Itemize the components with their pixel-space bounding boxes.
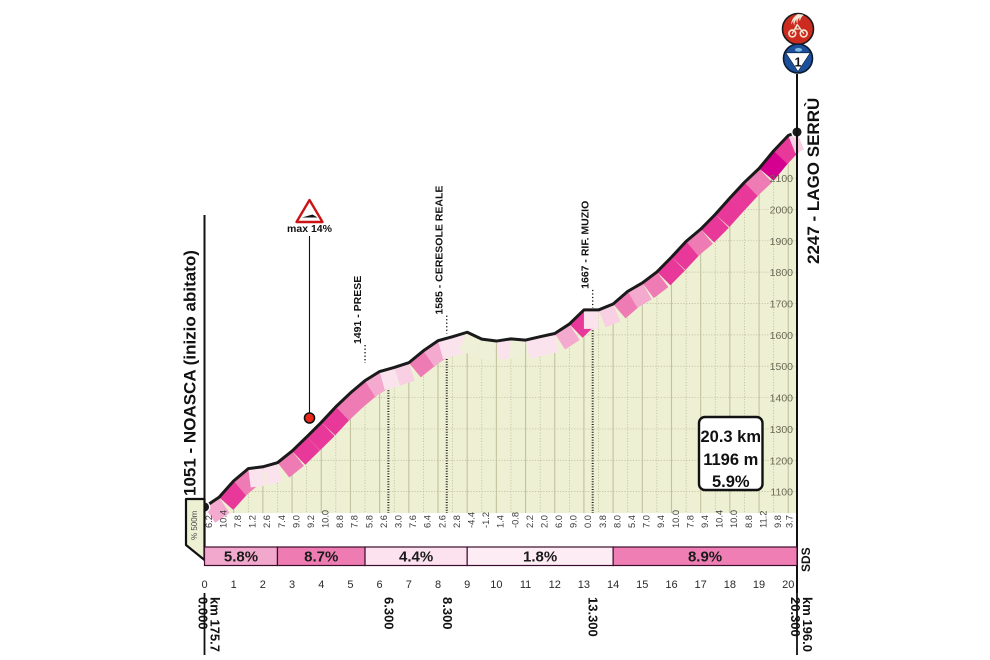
- svg-text:6.300: 6.300: [381, 597, 396, 630]
- svg-text:% 500m: % 500m: [190, 510, 199, 540]
- svg-text:5.8: 5.8: [364, 515, 374, 528]
- svg-text:8.300: 8.300: [440, 597, 455, 630]
- svg-text:km 196.0: km 196.0: [800, 597, 815, 652]
- svg-text:2000: 2000: [770, 204, 794, 216]
- svg-text:1.2: 1.2: [248, 515, 258, 528]
- svg-text:8.9%: 8.9%: [688, 548, 722, 565]
- svg-text:5.4: 5.4: [627, 515, 637, 528]
- svg-text:12: 12: [549, 579, 561, 591]
- svg-text:9.4: 9.4: [700, 515, 710, 528]
- svg-text:10.4: 10.4: [218, 510, 228, 528]
- svg-text:2: 2: [260, 579, 266, 591]
- svg-text:km 175.7: km 175.7: [208, 597, 223, 652]
- svg-text:8.0: 8.0: [612, 515, 622, 528]
- svg-text:7: 7: [406, 579, 412, 591]
- svg-text:7.0: 7.0: [642, 515, 652, 528]
- svg-text:5.8%: 5.8%: [224, 548, 258, 565]
- svg-text:2.0: 2.0: [539, 515, 549, 528]
- svg-text:9.0: 9.0: [291, 515, 301, 528]
- svg-text:13: 13: [578, 579, 590, 591]
- svg-text:1900: 1900: [770, 236, 794, 248]
- svg-text:8.8: 8.8: [335, 515, 345, 528]
- svg-text:-0.8: -0.8: [510, 512, 520, 528]
- svg-text:1.4: 1.4: [496, 515, 506, 528]
- svg-text:2247 - LAGO SERRÙ: 2247 - LAGO SERRÙ: [804, 98, 823, 264]
- svg-text:11.2: 11.2: [758, 511, 768, 528]
- svg-text:-4.4: -4.4: [466, 512, 476, 528]
- svg-text:7.8: 7.8: [685, 515, 695, 528]
- svg-text:16: 16: [665, 579, 677, 591]
- svg-text:1: 1: [795, 56, 802, 70]
- svg-text:SDS: SDS: [799, 547, 813, 572]
- svg-text:4: 4: [318, 579, 324, 591]
- svg-text:1400: 1400: [770, 393, 794, 405]
- svg-text:2.6: 2.6: [379, 515, 389, 528]
- svg-text:1600: 1600: [770, 330, 794, 342]
- svg-text:7.4: 7.4: [277, 515, 287, 528]
- svg-text:14: 14: [607, 579, 619, 591]
- svg-text:17: 17: [695, 579, 707, 591]
- svg-text:10.0: 10.0: [729, 510, 739, 528]
- svg-text:1200: 1200: [770, 455, 794, 467]
- svg-text:9.0: 9.0: [569, 515, 579, 528]
- svg-text:2.6: 2.6: [437, 515, 447, 528]
- svg-text:8: 8: [435, 579, 441, 591]
- svg-text:1196 m: 1196 m: [703, 451, 758, 469]
- svg-text:6.4: 6.4: [423, 515, 433, 528]
- svg-text:1667 - RIF. MUZIO: 1667 - RIF. MUZIO: [580, 201, 592, 289]
- svg-text:3: 3: [289, 579, 295, 591]
- svg-text:10.0: 10.0: [671, 510, 681, 528]
- svg-text:1800: 1800: [770, 267, 794, 279]
- svg-text:3.0: 3.0: [394, 515, 404, 528]
- svg-text:max 14%: max 14%: [287, 223, 333, 235]
- svg-text:1: 1: [231, 579, 237, 591]
- svg-text:6.2: 6.2: [204, 515, 214, 528]
- svg-text:9.4: 9.4: [656, 515, 666, 528]
- svg-text:2.6: 2.6: [262, 515, 272, 528]
- svg-text:7.6: 7.6: [408, 515, 418, 528]
- svg-text:2.2: 2.2: [525, 515, 535, 528]
- svg-text:7.8: 7.8: [233, 515, 243, 528]
- svg-text:20: 20: [782, 579, 794, 591]
- svg-text:5: 5: [347, 579, 353, 591]
- svg-text:1051 - NOASCA (inizio abitato): 1051 - NOASCA (inizio abitato): [181, 250, 200, 496]
- svg-text:1100: 1100: [770, 487, 793, 499]
- svg-text:3.8: 3.8: [598, 515, 608, 528]
- svg-text:6.0: 6.0: [554, 515, 564, 528]
- svg-text:10.4: 10.4: [715, 510, 725, 528]
- svg-text:18: 18: [724, 579, 736, 591]
- svg-text:1700: 1700: [770, 299, 794, 311]
- svg-text:2100: 2100: [770, 173, 794, 185]
- svg-text:8.8: 8.8: [744, 515, 754, 528]
- svg-text:0: 0: [201, 579, 207, 591]
- svg-text:7.8: 7.8: [350, 515, 360, 528]
- svg-text:4.4%: 4.4%: [399, 548, 433, 565]
- svg-text:8.7%: 8.7%: [304, 548, 338, 565]
- svg-text:9.8: 9.8: [773, 515, 783, 528]
- svg-text:2.8: 2.8: [452, 515, 462, 528]
- svg-text:1585 - CERESOLE REALE: 1585 - CERESOLE REALE: [434, 186, 446, 315]
- svg-text:1491 - PRESE: 1491 - PRESE: [352, 276, 364, 344]
- svg-text:15: 15: [636, 579, 648, 591]
- svg-text:19: 19: [753, 579, 765, 591]
- svg-text:20.3 km: 20.3 km: [700, 428, 761, 446]
- svg-text:-1.2: -1.2: [481, 512, 491, 528]
- svg-text:3.7: 3.7: [785, 515, 795, 528]
- svg-text:5.9%: 5.9%: [712, 473, 750, 491]
- svg-text:1500: 1500: [770, 361, 794, 373]
- svg-text:11: 11: [520, 579, 531, 591]
- svg-text:1.8%: 1.8%: [523, 548, 557, 565]
- svg-text:10.0: 10.0: [321, 510, 331, 528]
- svg-text:0.0: 0.0: [583, 515, 593, 528]
- svg-text:9.2: 9.2: [306, 515, 316, 528]
- svg-text:1300: 1300: [770, 424, 794, 436]
- svg-text:9: 9: [464, 579, 470, 591]
- svg-text:10: 10: [490, 579, 502, 591]
- svg-text:6: 6: [377, 579, 383, 591]
- svg-text:13.300: 13.300: [586, 597, 601, 637]
